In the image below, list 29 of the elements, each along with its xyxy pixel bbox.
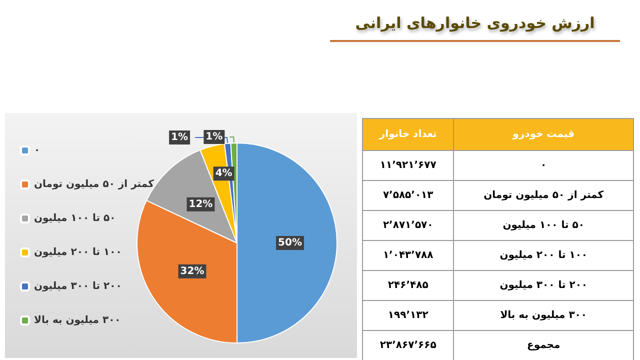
- text: ۱۱٬۹۲۱٬۶۷۷: [362, 150, 454, 180]
- legend-label: کمتر از ۵۰ میلیون تومان: [34, 179, 154, 190]
- text: ۲۳٬۸۶۷٬۶۶۵: [362, 330, 454, 360]
- category-label: کمتر از ۵۰ میلیون تومان: [484, 190, 604, 201]
- legend-label: ۱۰۰ تا ۲۰۰ میلیون: [34, 247, 122, 258]
- legend-label: ۵۰ تا ۱۰۰ میلیون: [34, 213, 116, 224]
- legend-label: ۳۰۰ میلیون به بالا: [34, 315, 121, 326]
- text: ۲٬۸۷۱٬۵۷۰: [362, 210, 454, 240]
- text: ۲۴۶٬۴۸۵: [362, 270, 454, 300]
- data-label: 4%: [215, 168, 232, 180]
- text: ۱٬۰۴۳٬۷۸۸: [362, 240, 454, 270]
- data-label: 12%: [188, 198, 213, 210]
- data-label: 32%: [180, 266, 204, 277]
- legend-label: ۲۰۰ تا ۳۰۰ میلیون: [34, 281, 122, 292]
- text: تعداد خانوار: [362, 118, 454, 150]
- data-label: 1%: [171, 132, 188, 143]
- category-label: ۰: [540, 160, 547, 171]
- legend-label: ۰: [34, 145, 40, 156]
- text: ۷٬۵۸۵٬۰۱۳: [362, 180, 454, 210]
- category-label: ۱۰۰ تا ۲۰۰ میلیون: [500, 250, 588, 261]
- category-label: ۲۰۰ تا ۳۰۰ میلیون: [500, 280, 588, 291]
- data-label: 50%: [278, 238, 302, 248]
- data-label: 1%: [206, 132, 223, 143]
- text: قیمت خودرو: [454, 118, 634, 150]
- text: ۱۹۹٬۱۳۲: [362, 300, 454, 330]
- text: مجموع: [454, 330, 634, 360]
- category-label: ۵۰ تا ۱۰۰ میلیون: [502, 220, 584, 231]
- category-label: ۳۰۰ میلیون به بالا: [500, 310, 587, 321]
- text: ارزش خودروی خانوارهای ایرانی: [330, 14, 620, 42]
